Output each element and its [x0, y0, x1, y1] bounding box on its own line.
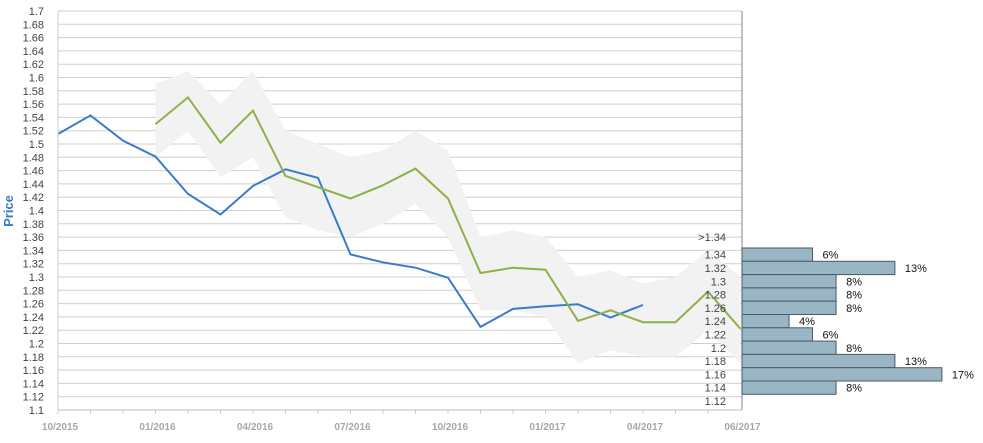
y-tick-label: 1.26 [23, 299, 44, 311]
x-tick-label: 10/2015 [42, 422, 79, 433]
y-tick-label: 1.56 [23, 99, 44, 111]
x-tick-label: 10/2016 [432, 422, 469, 433]
y-tick-label: 1.24 [23, 312, 44, 324]
y-tick-label: 1.68 [23, 19, 44, 31]
histogram-value-label: 8% [846, 276, 862, 288]
histogram-bin-label: 1.16 [705, 369, 726, 381]
histogram-title: >1.34 [698, 232, 726, 244]
y-tick-label: 1.5 [29, 139, 44, 151]
y-tick-label: 1.54 [23, 112, 44, 124]
y-tick-label: 1.18 [23, 352, 44, 364]
y-tick-label: 1.48 [23, 152, 44, 164]
y-tick-label: 1.64 [23, 46, 44, 58]
histogram-bar [741, 247, 814, 262]
y-tick-label: 1.3 [29, 272, 44, 284]
histogram-bar [741, 340, 837, 355]
y-tick-label: 1.22 [23, 325, 44, 337]
x-tick-label: 06/2017 [724, 422, 761, 433]
histogram-value-label: 6% [823, 250, 839, 262]
histogram-bar [741, 353, 896, 369]
histogram-value-label: 8% [846, 290, 862, 302]
histogram-bin-label: 1.14 [705, 383, 726, 395]
x-tick-label: 04/2017 [627, 422, 664, 433]
histogram-bar [741, 327, 814, 342]
y-tick-label: 1.32 [23, 259, 44, 271]
y-tick-label: 1.4 [29, 206, 44, 218]
y-tick-label: 1.44 [23, 179, 44, 191]
histogram-bar [741, 314, 790, 329]
histogram-bin-label: 1.26 [705, 303, 726, 315]
histogram-bin-label: 1.24 [705, 316, 726, 328]
x-tick-label: 01/2017 [529, 422, 566, 433]
histogram-layer: >1.34 1.34 6% 1.32 13% 1.3 8% 1.28 8% 1.26 8% 1.24 4… [698, 232, 974, 408]
y-tick-label: 1.14 [23, 378, 44, 390]
histogram-bin-label: 1.3 [711, 276, 726, 288]
y-tick-label: 1.66 [23, 33, 44, 45]
histogram-value-label: 8% [846, 303, 862, 315]
histogram-bin-label: 1.22 [705, 329, 726, 341]
y-tick-label: 1.6 [29, 73, 44, 85]
y-tick-label: 1.7 [29, 6, 44, 18]
y-tick-label: 1.12 [23, 392, 44, 404]
histogram-bin-label: 1.18 [705, 356, 726, 368]
histogram-value-label: 8% [846, 343, 862, 355]
histogram-bar [741, 260, 896, 276]
y-tick-label: 1.58 [23, 86, 44, 98]
histogram-bar [741, 287, 837, 302]
x-tick-label: 04/2016 [237, 422, 274, 433]
x-tick-label: 07/2016 [334, 422, 371, 433]
x-tick-label: 01/2016 [139, 422, 176, 433]
y-tick-label: 1.28 [23, 285, 44, 297]
histogram-bin-label: 1.34 [705, 250, 726, 262]
y-tick-label: 1.16 [23, 365, 44, 377]
forecast-series-line [154, 95, 742, 330]
y-tick-label: 1.52 [23, 126, 44, 138]
y-tick-label: 1.42 [23, 192, 44, 204]
histogram-bar [741, 367, 943, 382]
histogram-bin-label: 1.28 [705, 290, 726, 302]
confidence-band [155, 70, 741, 364]
histogram-value-label: 17% [952, 369, 974, 381]
histogram-bin-label: 1.2 [711, 343, 726, 355]
histogram-value-label: 13% [905, 263, 927, 275]
axis-layer: 1.11.121.141.161.181.21.221.241.261.281.… [1, 6, 761, 433]
histogram-bin-label: 1.32 [705, 263, 726, 275]
y-tick-label: 1.36 [23, 232, 44, 244]
actual-series-line [57, 114, 644, 329]
y-tick-label: 1.1 [29, 405, 44, 417]
y-tick-label: 1.62 [23, 59, 44, 71]
histogram-value-label: 13% [905, 356, 927, 368]
confidence-band-layer [155, 70, 741, 364]
histogram-value-label: 4% [799, 316, 815, 328]
histogram-bar [741, 300, 837, 316]
y-tick-label: 1.46 [23, 166, 44, 178]
histogram-bar [741, 274, 837, 289]
y-tick-label: 1.2 [29, 339, 44, 351]
y-tick-label: 1.38 [23, 219, 44, 231]
histogram-value-label: 8% [846, 383, 862, 395]
y-tick-label: 1.34 [23, 245, 44, 257]
histogram-bin-label: 1.12 [705, 396, 726, 408]
series-layer [57, 95, 742, 330]
histogram-value-label: 6% [823, 329, 839, 341]
y-axis-title: Price [1, 195, 16, 227]
histogram-bar [741, 380, 837, 395]
